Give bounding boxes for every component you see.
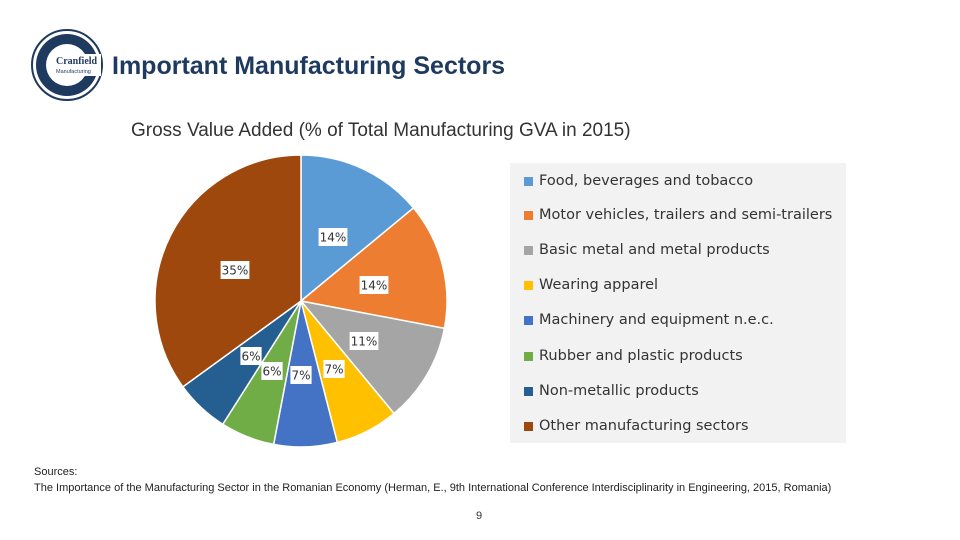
chart-title: Gross Value Added (% of Total Manufactur… bbox=[131, 120, 631, 141]
legend-item-other: Other manufacturing sectors bbox=[524, 416, 749, 436]
legend-swatch-wearing-apparel bbox=[524, 280, 533, 290]
sources-block: Sources: The Importance of the Manufactu… bbox=[34, 464, 831, 496]
legend-item-non-metallic: Non-metallic products bbox=[524, 381, 699, 401]
legend-swatch-food bbox=[524, 176, 533, 186]
legend-swatch-machinery bbox=[524, 315, 533, 325]
data-label-non-metallic-products: 6% bbox=[240, 347, 262, 365]
data-label-other-manufacturing-sectors: 35% bbox=[220, 261, 250, 279]
legend-label-rubber-plastic: Rubber and plastic products bbox=[539, 348, 743, 364]
sources-heading: Sources: bbox=[34, 466, 78, 478]
svg-text:35%: 35% bbox=[222, 264, 249, 278]
data-label-food-beverages-and-tobacco: 14% bbox=[318, 228, 348, 246]
data-label-basic-metal-and-metal-products: 11% bbox=[349, 332, 379, 350]
legend-swatch-rubber-plastic bbox=[524, 351, 533, 361]
logo-text-line2: Manufacturing bbox=[56, 69, 91, 75]
legend-item-basic-metal: Basic metal and metal products bbox=[524, 240, 770, 260]
legend-swatch-other bbox=[524, 421, 533, 431]
cranfield-logo: Cranfield Manufacturing bbox=[31, 29, 103, 101]
legend-item-motor-vehicles: Motor vehicles, trailers and semi-traile… bbox=[524, 205, 832, 225]
sources-text: The Importance of the Manufacturing Sect… bbox=[34, 482, 832, 494]
legend-item-rubber-plastic: Rubber and plastic products bbox=[524, 346, 743, 366]
legend-label-food: Food, beverages and tobacco bbox=[539, 173, 754, 189]
legend-label-other: Other manufacturing sectors bbox=[539, 418, 749, 434]
svg-text:6%: 6% bbox=[241, 350, 260, 364]
legend-swatch-non-metallic bbox=[524, 386, 533, 396]
legend-item-food: Food, beverages and tobacco bbox=[524, 171, 753, 191]
legend-item-wearing-apparel: Wearing apparel bbox=[524, 275, 658, 295]
legend-label-non-metallic: Non-metallic products bbox=[539, 383, 699, 399]
svg-text:7%: 7% bbox=[324, 363, 343, 377]
svg-text:14%: 14% bbox=[361, 279, 388, 293]
logo-text-line1: Cranfield bbox=[56, 56, 98, 67]
legend-label-basic-metal: Basic metal and metal products bbox=[539, 242, 770, 258]
data-label-rubber-and-plastic-products: 6% bbox=[261, 362, 283, 380]
pie-slice-basic-metal-and-metal-products bbox=[299, 299, 446, 415]
svg-text:7%: 7% bbox=[291, 369, 310, 383]
legend-label-machinery: Machinery and equipment n.e.c. bbox=[539, 312, 774, 328]
legend-item-machinery: Machinery and equipment n.e.c. bbox=[524, 310, 774, 330]
chart-legend: Food, beverages and tobacco Motor vehicl… bbox=[510, 163, 846, 443]
data-label-wearing-apparel: 7% bbox=[323, 360, 345, 378]
legend-label-motor-vehicles: Motor vehicles, trailers and semi-traile… bbox=[539, 207, 833, 223]
page-title: Important Manufacturing Sectors bbox=[112, 52, 506, 80]
svg-text:14%: 14% bbox=[320, 231, 347, 245]
page-number: 9 bbox=[476, 510, 483, 522]
legend-swatch-basic-metal bbox=[524, 245, 533, 255]
pie-slice-food-beverages-and-tobacco bbox=[300, 154, 415, 303]
legend-swatch-motor-vehicles bbox=[524, 210, 533, 220]
data-label-motor-vehicles-trailers-and-semi-trailers: 14% bbox=[359, 276, 389, 294]
svg-text:6%: 6% bbox=[262, 365, 281, 379]
svg-text:11%: 11% bbox=[351, 335, 378, 349]
data-label-machinery-and-equipment-n-e-c: 7% bbox=[290, 366, 312, 384]
legend-label-wearing-apparel: Wearing apparel bbox=[539, 277, 659, 293]
pie-slice-motor-vehicles-trailers-and-semi-trailers bbox=[299, 206, 448, 330]
